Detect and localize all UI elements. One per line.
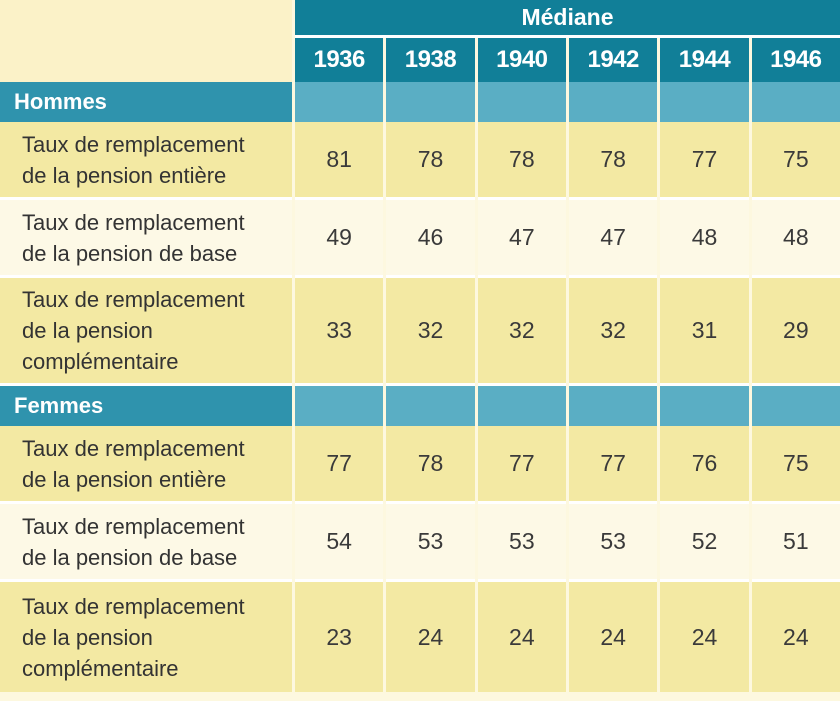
table-cell: 24 <box>660 582 749 692</box>
group-band <box>569 82 658 122</box>
group-band <box>386 82 475 122</box>
table-cell: 77 <box>660 122 749 200</box>
table-cell: 48 <box>660 200 749 278</box>
table-cell: 78 <box>386 122 475 200</box>
group-label-femmes: Femmes <box>0 386 292 426</box>
table-cell: 77 <box>569 426 658 504</box>
row-label-line: de la pension <box>22 624 153 650</box>
table-cell: 32 <box>569 278 658 386</box>
row-label-line: Taux de remplacement <box>22 287 245 312</box>
group-band <box>477 386 566 426</box>
table-cell: 81 <box>295 122 384 200</box>
row-label-line: Taux de remplacement <box>22 209 245 235</box>
row-label: Taux de remplacement de la pension entièr… <box>0 122 292 200</box>
table-cell: 51 <box>751 504 840 582</box>
table-cell: 24 <box>386 582 475 692</box>
group-band <box>660 386 749 426</box>
row-label: Taux de remplacement de la pension de bas… <box>0 504 292 582</box>
table-cell: 53 <box>477 504 566 582</box>
row-label-line: de la pension <box>22 318 153 343</box>
group-band <box>477 82 566 122</box>
table-cell: 47 <box>569 200 658 278</box>
table-cell: 32 <box>477 278 566 386</box>
table-cell: 47 <box>477 200 566 278</box>
group-band <box>295 386 384 426</box>
table-cell: 76 <box>660 426 749 504</box>
year-header: 1940 <box>477 38 566 82</box>
row-label-line: de la pension entière <box>22 162 227 188</box>
row-label-line: Taux de remplacement <box>22 131 245 157</box>
table-cell: 52 <box>660 504 749 582</box>
table-cell: 31 <box>660 278 749 386</box>
year-header: 1942 <box>569 38 658 82</box>
table-cell: 33 <box>295 278 384 386</box>
row-label-line: de la pension de base <box>22 544 238 570</box>
row-label: Taux de remplacement de la pension de bas… <box>0 200 292 278</box>
row-label-line: de la pension entière <box>22 466 227 492</box>
row-label-line: complémentaire <box>22 349 179 374</box>
table-cell: 46 <box>386 200 475 278</box>
row-label-line: Taux de remplacement <box>22 513 245 539</box>
group-band <box>386 386 475 426</box>
row-label-line: Taux de remplacement <box>22 435 245 461</box>
group-band <box>569 386 658 426</box>
table-cell: 53 <box>569 504 658 582</box>
year-header: 1938 <box>386 38 475 82</box>
year-header: 1946 <box>751 38 840 82</box>
year-header: 1944 <box>660 38 749 82</box>
table-cell: 24 <box>569 582 658 692</box>
row-label-line: de la pension de base <box>22 240 238 266</box>
table-cell: 24 <box>751 582 840 692</box>
table-cell: 78 <box>477 122 566 200</box>
group-band <box>295 82 384 122</box>
row-label-line: complémentaire <box>22 655 179 681</box>
table-cell: 23 <box>295 582 384 692</box>
table-cell: 49 <box>295 200 384 278</box>
table-cell: 32 <box>386 278 475 386</box>
row-label: Taux de remplacement de la pension complém… <box>0 278 292 386</box>
table-cell: 75 <box>751 122 840 200</box>
table-cell: 77 <box>477 426 566 504</box>
table-cell: 78 <box>569 122 658 200</box>
group-band <box>751 82 840 122</box>
table-cell: 77 <box>295 426 384 504</box>
median-header: Médiane <box>295 0 840 38</box>
row-label-line: Taux de remplacement <box>22 593 245 619</box>
table-cell: 75 <box>751 426 840 504</box>
row-label: Taux de remplacement de la pension complém… <box>0 582 292 692</box>
group-band <box>751 386 840 426</box>
table-cell: 29 <box>751 278 840 386</box>
table-cell: 78 <box>386 426 475 504</box>
table-cell: 48 <box>751 200 840 278</box>
table-cell: 53 <box>386 504 475 582</box>
table-cell: 54 <box>295 504 384 582</box>
group-label-hommes: Hommes <box>0 82 292 122</box>
table-corner <box>0 0 292 82</box>
year-header: 1936 <box>295 38 384 82</box>
group-band <box>660 82 749 122</box>
table-cell: 24 <box>477 582 566 692</box>
row-label: Taux de remplacement de la pension entièr… <box>0 426 292 504</box>
